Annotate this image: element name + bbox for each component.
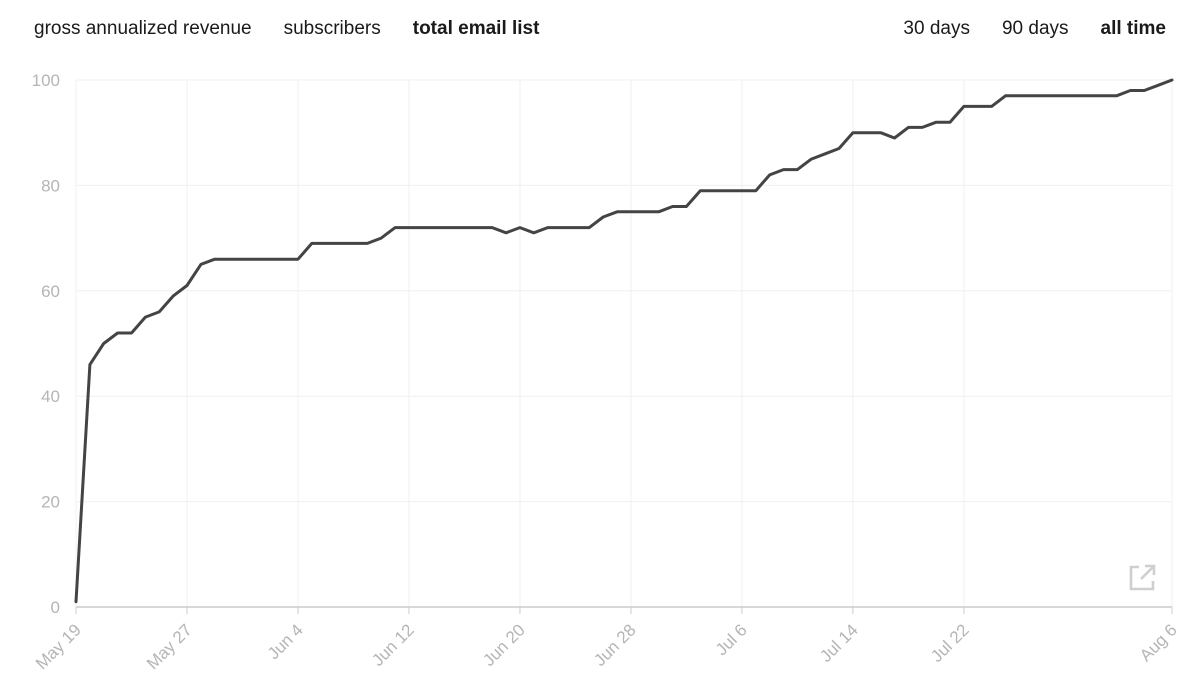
x-tick-label: Jun 4 [264,620,307,663]
x-tick-label: May 19 [32,620,85,673]
x-tick-label: Jun 28 [590,620,640,670]
tab-gross-annualized-revenue[interactable]: gross annualized revenue [34,18,252,39]
range-30-days[interactable]: 30 days [903,18,970,39]
x-tick-label: Jul 14 [816,620,862,666]
x-tick-label: Jun 12 [368,620,418,670]
x-tick-label: Jul 6 [712,620,751,659]
x-tick-label: Jul 22 [927,620,973,666]
tab-subscribers[interactable]: subscribers [283,18,381,39]
external-link-glyph [1129,564,1156,591]
chart-grid [75,79,1173,608]
y-tick-label: 0 [51,598,60,617]
series-line-group [74,78,1174,604]
x-tick-label: May 27 [143,620,196,673]
time-range-selector: 30 days 90 days all time [903,17,1166,41]
metric-tabs: gross annualized revenue subscribers tot… [34,17,539,41]
range-90-days[interactable]: 90 days [1001,18,1069,39]
external-link-icon[interactable] [1126,562,1158,594]
y-tick-label: 40 [41,387,60,406]
tab-total-email-list[interactable]: total email list [412,18,540,39]
y-tick-label: 60 [41,282,60,301]
y-tick-label: 100 [32,71,60,90]
y-tick-label: 20 [41,493,60,512]
x-tick-label: Jun 20 [479,620,529,670]
x-axis: May 19 May 27 Jun 4 Jun 12 Jun 20 Jun 28 Jul 6… [32,606,1181,673]
range-all-time[interactable]: all time [1100,18,1166,39]
y-tick-label: 80 [41,176,60,195]
x-tick-label: Aug 6 [1136,620,1181,665]
y-axis: 0 20 40 60 80 100 [32,71,60,617]
series-line [74,78,1174,604]
